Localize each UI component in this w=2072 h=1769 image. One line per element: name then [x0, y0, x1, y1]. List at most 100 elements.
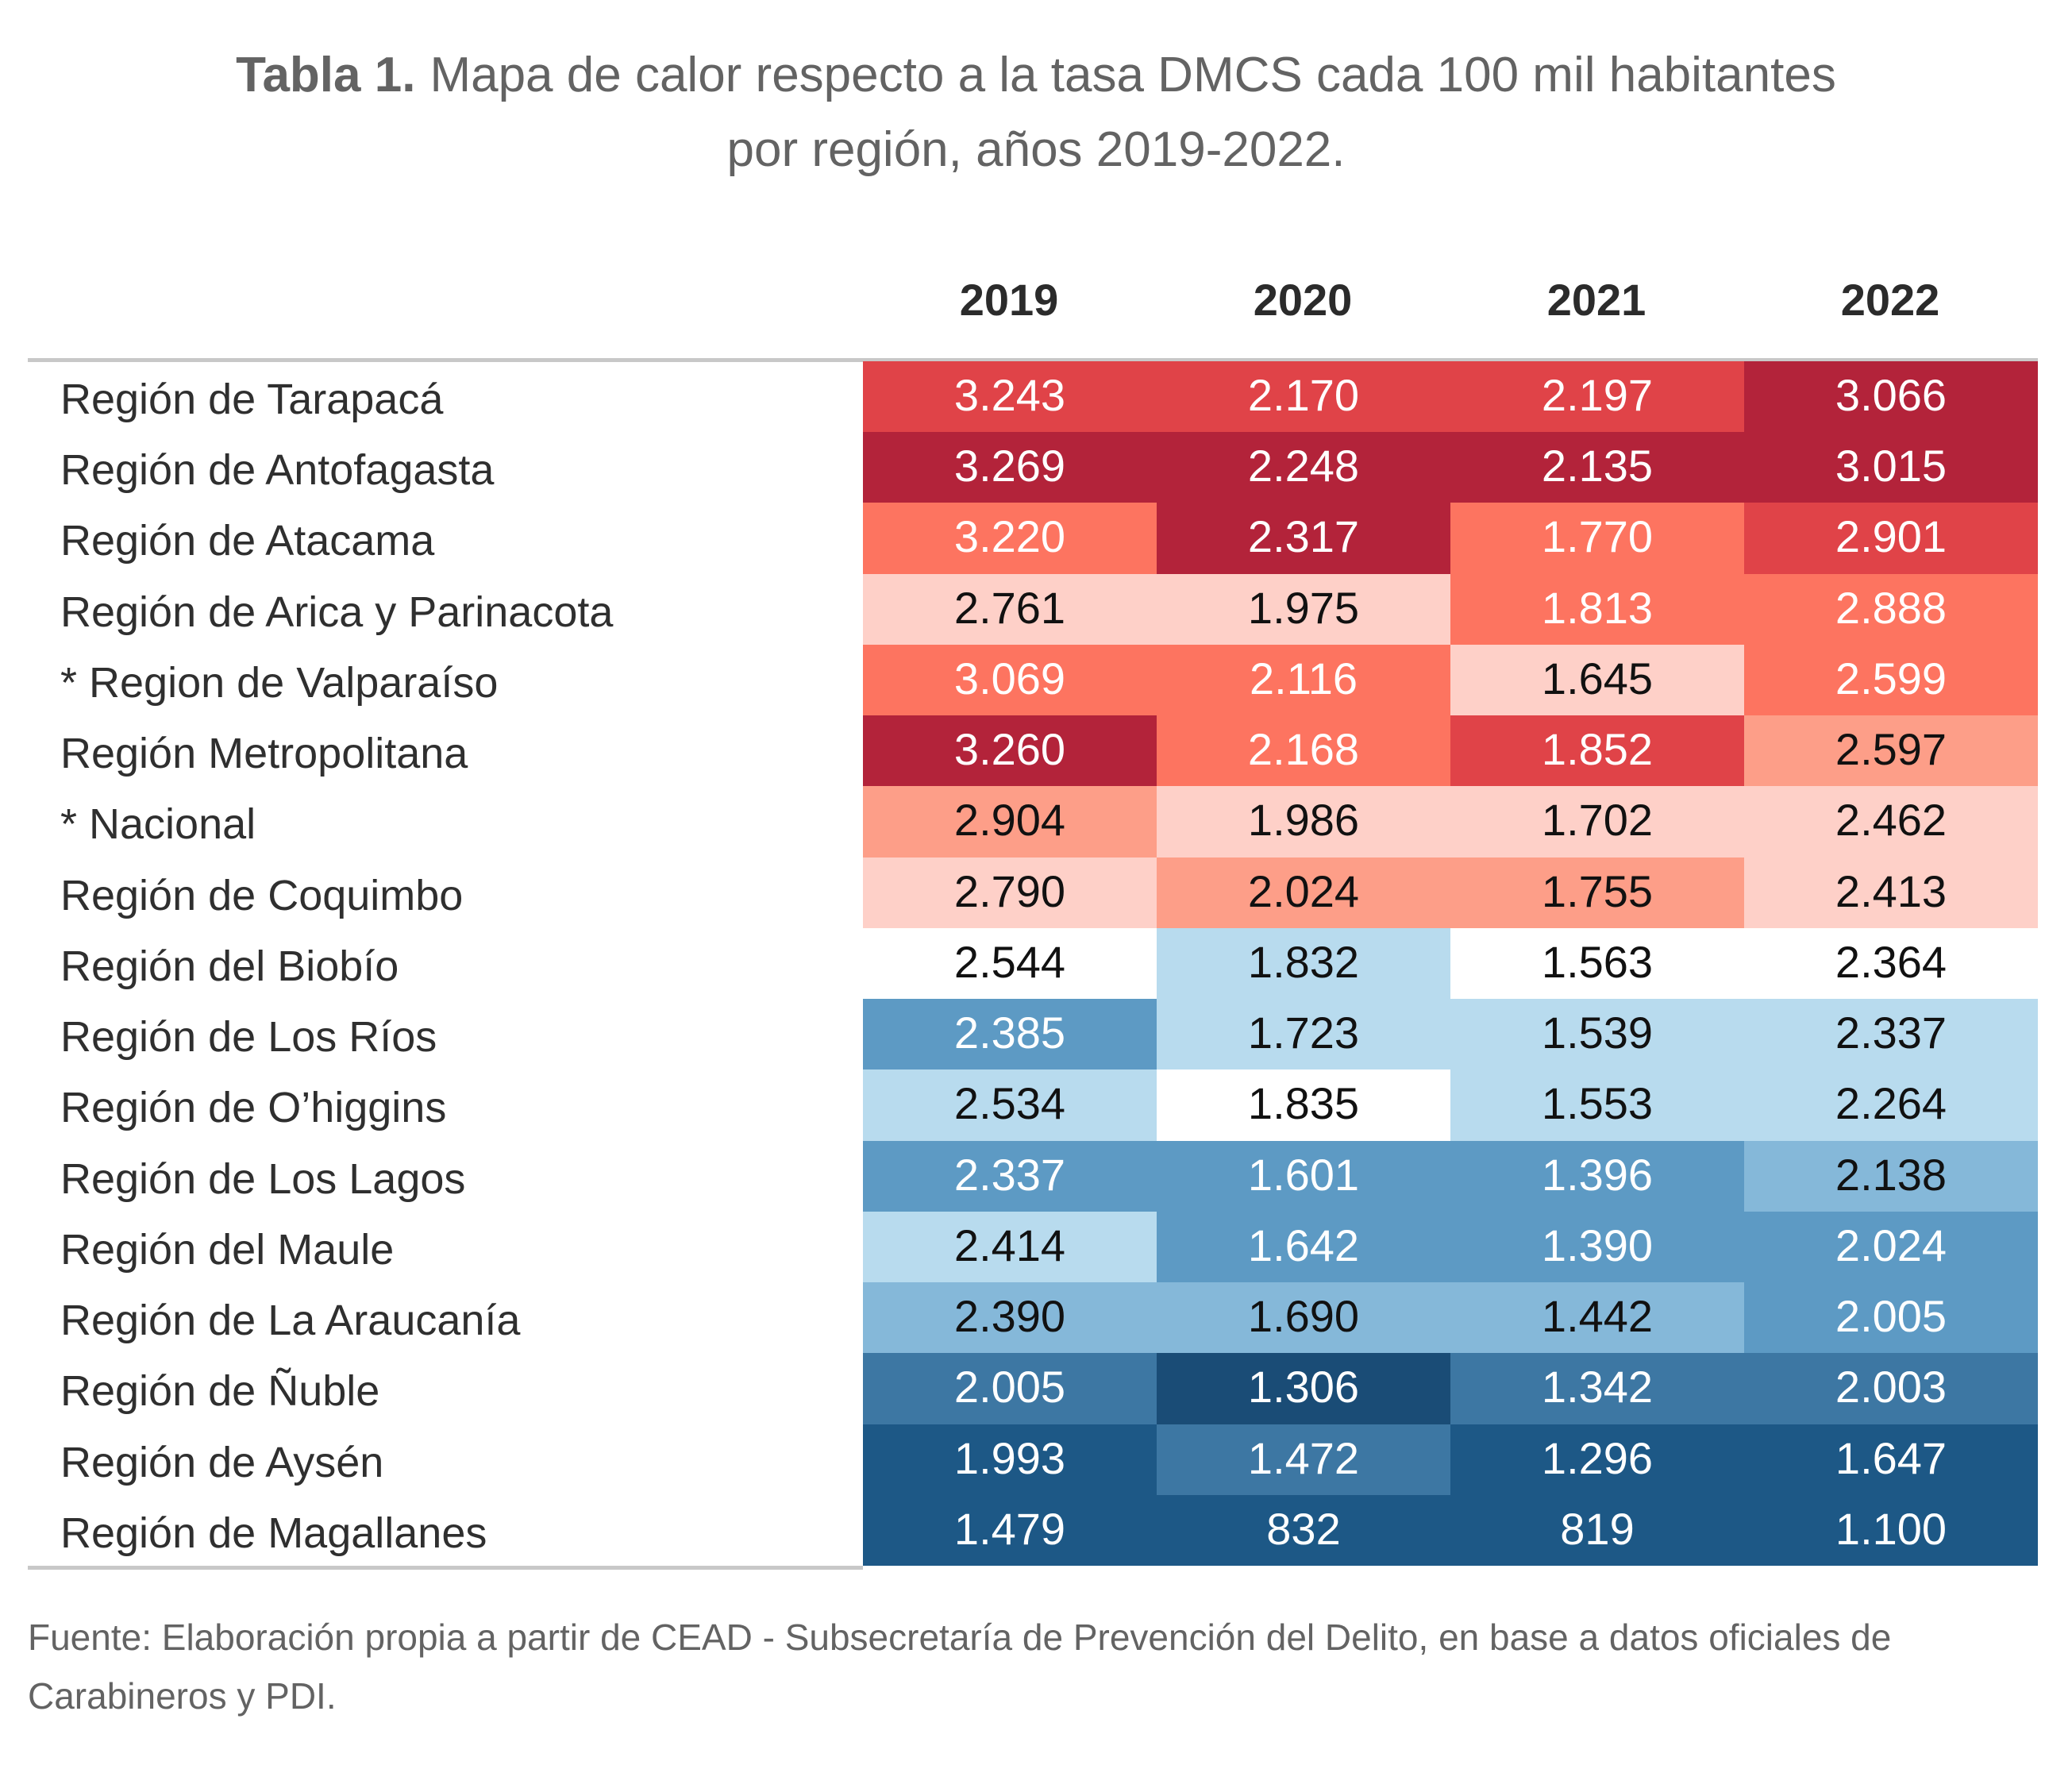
heatmap-cell: 1.601 — [1157, 1141, 1450, 1212]
row-label: Región de Los Ríos — [60, 1013, 437, 1061]
cell-value: 2.888 — [1835, 583, 1947, 633]
cell-value: 2.024 — [1247, 866, 1360, 916]
heatmap-cell: 2.904 — [863, 786, 1157, 858]
cell-value: 1.442 — [1541, 1291, 1654, 1341]
column-header-2020: 2020 — [1253, 275, 1353, 325]
heatmap-cell: 1.539 — [1450, 999, 1744, 1069]
table-number: Tabla 1. — [236, 48, 416, 102]
heatmap-cell: 2.024 — [1744, 1212, 2038, 1282]
row-label: Región de Ñuble — [60, 1367, 380, 1415]
cell-value: 1.770 — [1541, 511, 1654, 561]
heatmap-cell: 1.770 — [1450, 503, 1744, 574]
row-label: * Region de Valparaíso — [60, 659, 499, 707]
heatmap-cell: 1.306 — [1157, 1353, 1450, 1424]
heatmap-cell: 2.003 — [1744, 1353, 2038, 1424]
cell-value: 2.005 — [953, 1362, 1066, 1412]
cell-value: 2.024 — [1835, 1220, 1947, 1270]
heatmap-cell: 1.835 — [1157, 1069, 1450, 1141]
heatmap-cell: 2.170 — [1157, 361, 1450, 432]
cell-value: 2.138 — [1835, 1150, 1947, 1200]
cell-value: 1.396 — [1541, 1150, 1654, 1200]
cell-value: 2.337 — [953, 1150, 1066, 1200]
heatmap-cell: 2.337 — [863, 1141, 1157, 1212]
row-label: Región de La Araucanía — [60, 1297, 521, 1344]
heatmap-cell: 819 — [1450, 1495, 1744, 1566]
heatmap-cell: 2.385 — [863, 999, 1157, 1069]
cell-value: 1.539 — [1541, 1008, 1654, 1058]
heatmap-cell: 1.832 — [1157, 928, 1450, 999]
heatmap-cell: 1.396 — [1450, 1141, 1744, 1212]
row-label: Región del Maule — [60, 1226, 395, 1274]
cell-value: 3.269 — [953, 441, 1066, 491]
chart-title: Tabla 1. Mapa de calor respecto a la tasa… — [0, 38, 2072, 187]
heatmap-cell: 3.015 — [1744, 432, 2038, 503]
cell-value: 3.066 — [1835, 370, 1947, 420]
row-label: Región de Antofagasta — [60, 446, 495, 494]
heatmap-cell: 2.116 — [1157, 645, 1450, 715]
heatmap-cell: 3.269 — [863, 432, 1157, 503]
row-label: Región de Magallanes — [60, 1509, 487, 1557]
heatmap-cell: 1.975 — [1157, 574, 1450, 645]
cell-value: 3.260 — [953, 724, 1066, 774]
row-label: Región Metropolitana — [60, 730, 468, 777]
cell-value: 1.832 — [1247, 937, 1360, 987]
cell-value: 3.015 — [1835, 441, 1947, 491]
cell-value: 2.761 — [953, 583, 1066, 633]
heatmap-cell: 1.390 — [1450, 1212, 1744, 1282]
heatmap-cell: 1.553 — [1450, 1069, 1744, 1141]
cell-value: 2.599 — [1835, 653, 1947, 703]
cell-value: 832 — [1266, 1504, 1341, 1554]
cell-value: 1.479 — [953, 1504, 1066, 1554]
heatmap-cell: 1.563 — [1450, 928, 1744, 999]
heatmap-cell: 1.342 — [1450, 1353, 1744, 1424]
cell-value: 3.069 — [953, 653, 1066, 703]
cell-value: 1.690 — [1247, 1291, 1360, 1341]
heatmap-cell: 2.414 — [863, 1212, 1157, 1282]
heatmap-cell: 1.296 — [1450, 1424, 1744, 1495]
heatmap-cell: 2.248 — [1157, 432, 1450, 503]
cell-value: 2.003 — [1835, 1362, 1947, 1412]
heatmap-cell: 1.986 — [1157, 786, 1450, 858]
cell-value: 2.197 — [1541, 370, 1654, 420]
heatmap-cell: 3.069 — [863, 645, 1157, 715]
title-line-2: por región, años 2019-2022. — [726, 122, 1346, 177]
cell-value: 1.390 — [1541, 1220, 1654, 1270]
cell-value: 1.986 — [1247, 795, 1360, 845]
heatmap-cell: 2.901 — [1744, 503, 2038, 574]
column-header-2021: 2021 — [1546, 275, 1646, 325]
cell-value: 2.168 — [1247, 724, 1360, 774]
heatmap-cell: 2.135 — [1450, 432, 1744, 503]
cell-value: 2.385 — [953, 1008, 1066, 1058]
heatmap-cell: 2.413 — [1744, 858, 2038, 928]
cell-value: 1.993 — [953, 1433, 1066, 1483]
row-label: Región de Arica y Parinacota — [60, 588, 614, 636]
heatmap-cell: 1.100 — [1744, 1495, 2038, 1566]
cell-value: 2.264 — [1835, 1078, 1947, 1128]
cell-value: 2.337 — [1835, 1008, 1947, 1058]
cell-value: 2.413 — [1835, 866, 1947, 916]
cell-value: 1.342 — [1541, 1362, 1654, 1412]
cell-value: 1.100 — [1835, 1504, 1947, 1554]
cell-value: 2.534 — [953, 1078, 1066, 1128]
cell-value: 1.553 — [1541, 1078, 1654, 1128]
heatmap-cell: 2.138 — [1744, 1141, 2038, 1212]
cell-value: 2.135 — [1541, 441, 1654, 491]
cell-value: 2.005 — [1835, 1291, 1947, 1341]
heatmap-cell: 1.813 — [1450, 574, 1744, 645]
heatmap-cell: 1.993 — [863, 1424, 1157, 1495]
heatmap-cell: 2.364 — [1744, 928, 2038, 999]
heatmap-cell: 2.790 — [863, 858, 1157, 928]
heatmap-cell: 2.534 — [863, 1069, 1157, 1141]
cell-value: 2.904 — [953, 795, 1066, 845]
cell-value: 2.462 — [1835, 795, 1947, 845]
heatmap-cell: 1.723 — [1157, 999, 1450, 1069]
heatmap-cell: 1.472 — [1157, 1424, 1450, 1495]
heatmap-cell: 2.597 — [1744, 715, 2038, 786]
heatmap-cell: 3.220 — [863, 503, 1157, 574]
cell-value: 2.390 — [953, 1291, 1066, 1341]
cell-value: 2.116 — [1250, 653, 1358, 703]
row-label: Región de O’higgins — [60, 1084, 447, 1131]
heatmap-cell: 2.390 — [863, 1282, 1157, 1353]
row-label: Región de Tarapacá — [60, 376, 444, 423]
heatmap-cell: 1.702 — [1450, 786, 1744, 858]
